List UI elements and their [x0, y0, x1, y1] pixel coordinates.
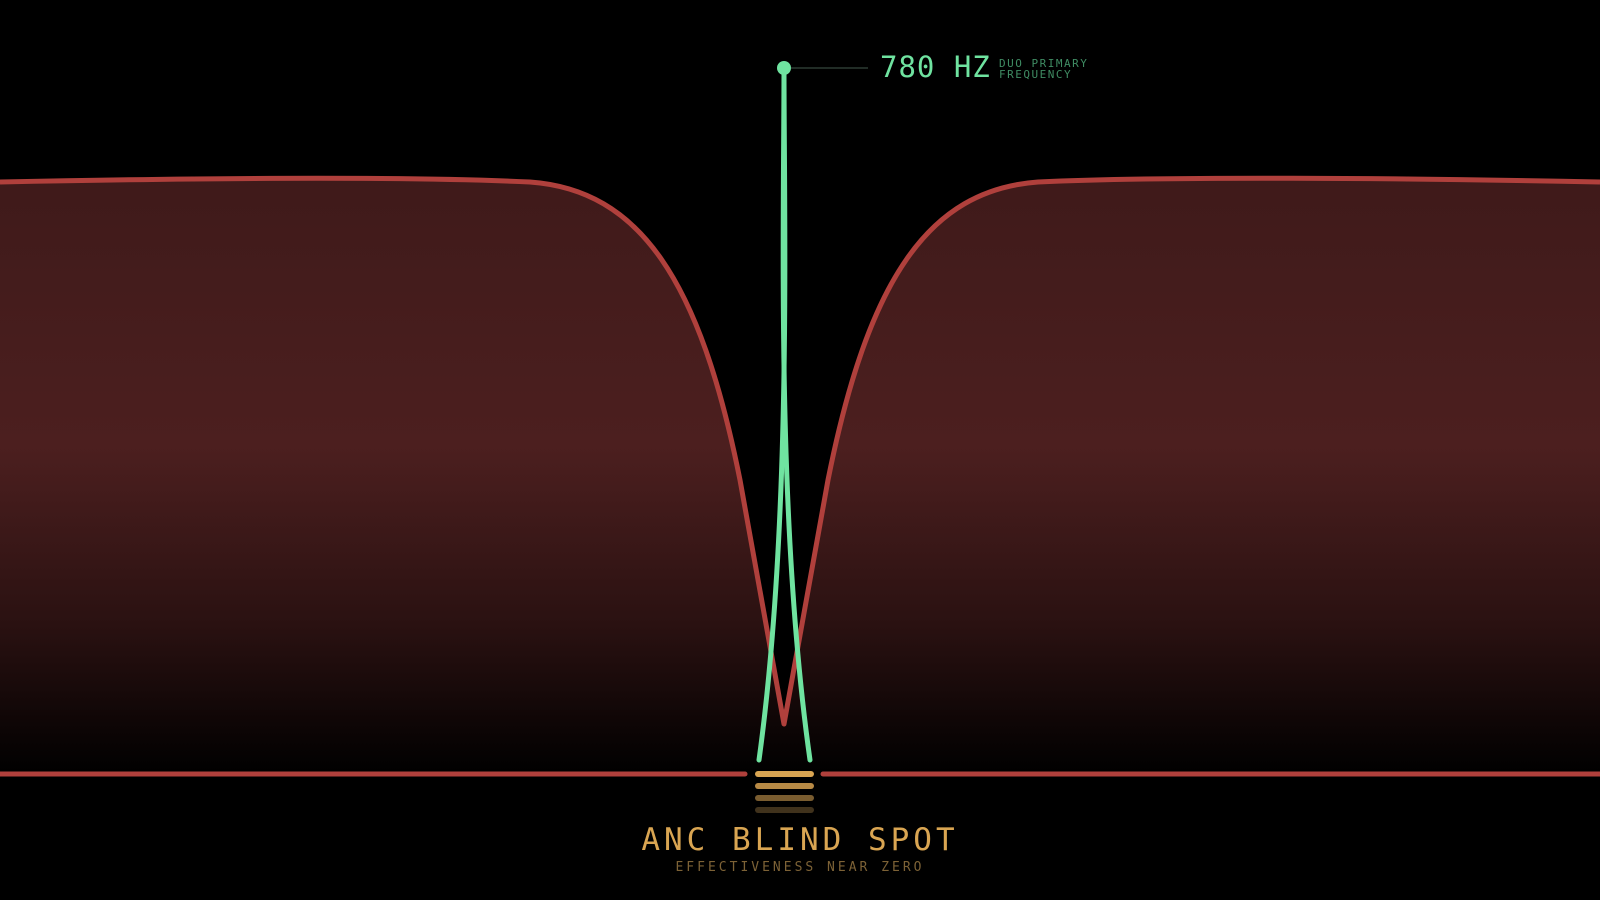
anc-effectiveness-fill [0, 178, 1600, 775]
callout-title: ANC BLIND SPOT [641, 822, 959, 858]
callout-subtitle: EFFECTIVENESS NEAR ZERO [675, 860, 925, 875]
frequency-label-line1: DUO PRIMARY [999, 57, 1089, 70]
frequency-label-line2: FREQUENCY [999, 68, 1073, 81]
anc-effectiveness-curve [0, 175, 1600, 727]
frequency-peak-right [780, 65, 813, 763]
frequency-value: 780 HZ [880, 50, 991, 84]
frequency-label: DUO PRIMARY FREQUENCY [999, 58, 1088, 80]
frequency-peak-dot [777, 61, 791, 75]
warning-bars-icon [755, 771, 814, 813]
